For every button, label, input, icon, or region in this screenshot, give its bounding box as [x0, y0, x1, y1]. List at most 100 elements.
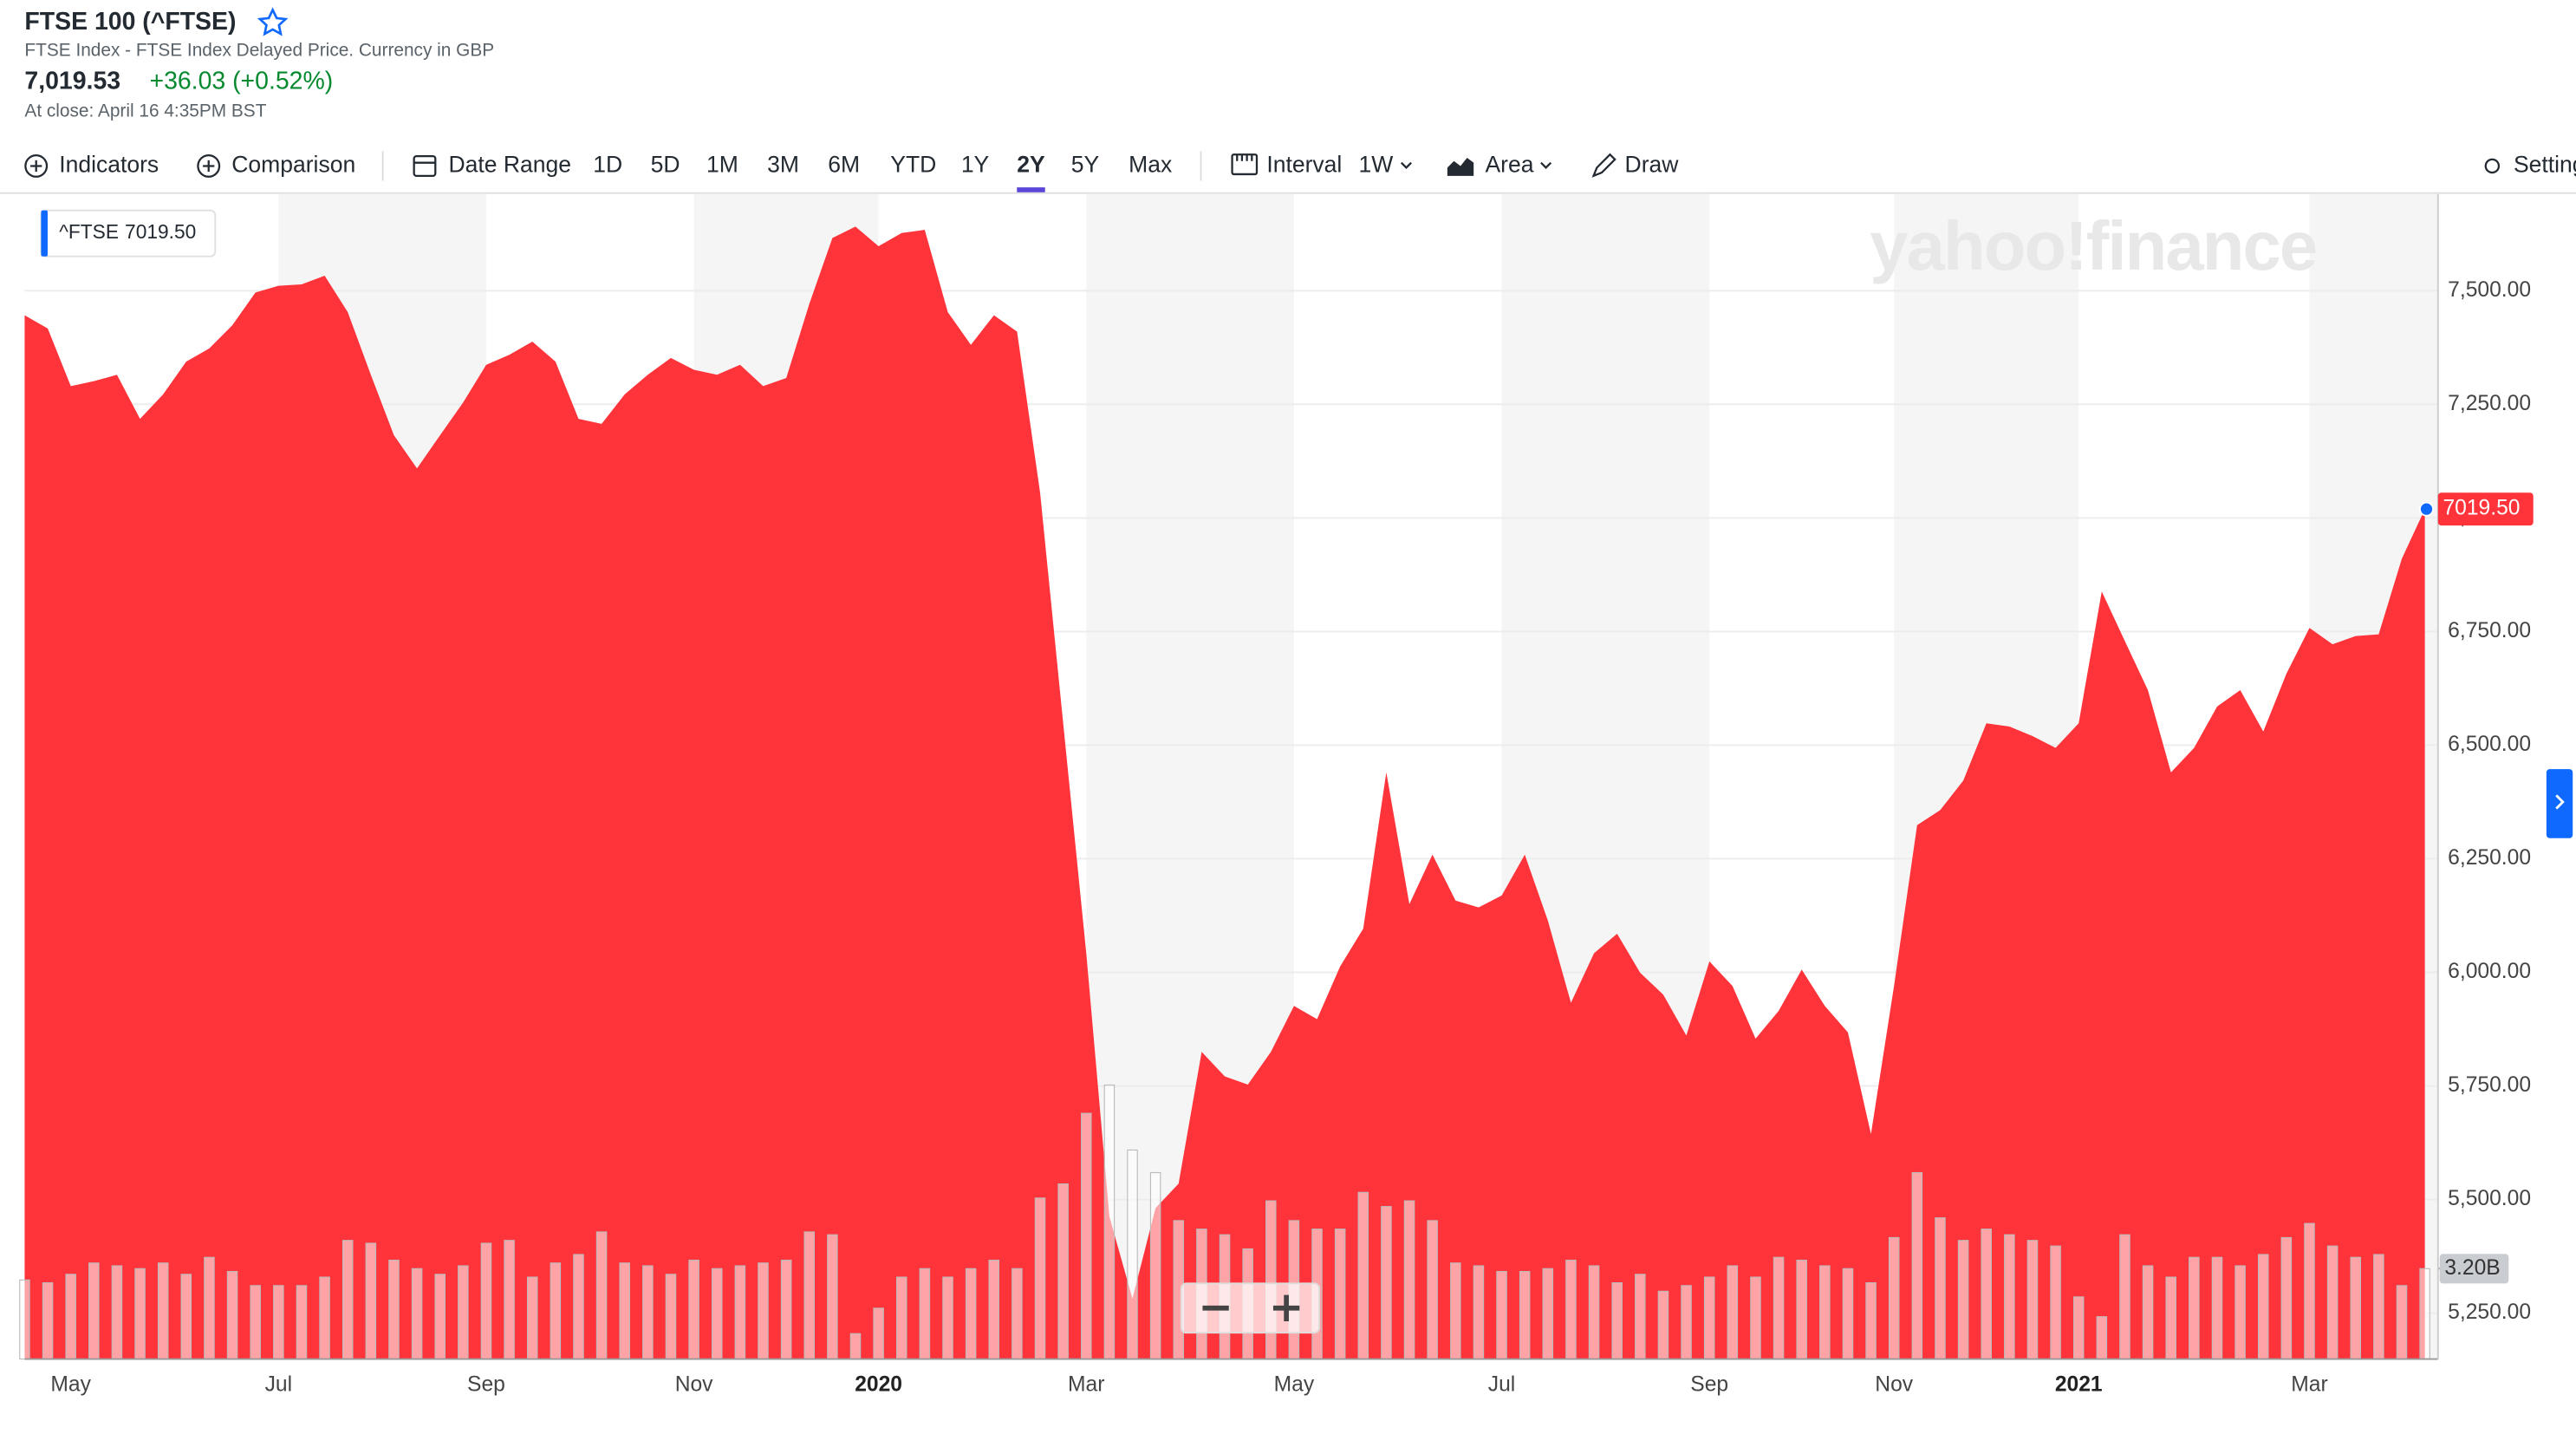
last-point: [2418, 501, 2435, 517]
volume-bar: [2326, 1245, 2339, 1360]
range-button[interactable]: 5Y: [1071, 151, 1100, 177]
x-tick-label: Mar: [1068, 1372, 1104, 1396]
volume-bar: [1750, 1276, 1761, 1360]
volume-bar: [2142, 1265, 2154, 1360]
interval-label[interactable]: Interval: [1266, 151, 1342, 177]
volume-bar: [758, 1262, 769, 1360]
range-button[interactable]: 5D: [651, 151, 680, 177]
volume-bar: [1635, 1274, 1646, 1360]
volume-bar: [226, 1270, 238, 1360]
volume-bar: [849, 1333, 862, 1360]
volume-bar: [550, 1262, 562, 1360]
volume-bar: [2211, 1256, 2223, 1360]
volume-bar: [1911, 1171, 1923, 1360]
volume-bar: [42, 1282, 54, 1360]
volume-bar: [250, 1285, 261, 1360]
chart-style[interactable]: Area: [1485, 151, 1533, 177]
volume-bar: [1681, 1285, 1692, 1360]
volume-bar: [642, 1265, 654, 1360]
range-button[interactable]: 1M: [706, 151, 738, 177]
x-tick-label: Jul: [265, 1372, 292, 1396]
y-tick-label: 6,250.00: [2448, 846, 2531, 870]
zoom-icons: [1202, 1294, 1300, 1321]
volume-bar: [1842, 1268, 1854, 1360]
y-tick-label: 5,250.00: [2448, 1300, 2531, 1324]
interval-value[interactable]: 1W: [1359, 151, 1394, 177]
watermark: yahoo!finance: [1870, 207, 2316, 284]
volume-bar: [1981, 1229, 1992, 1360]
volume-bar: [1057, 1183, 1069, 1360]
volume-bar: [1796, 1259, 1807, 1360]
draw-button[interactable]: Draw: [1625, 151, 1680, 177]
legend-value: 7019.50: [125, 220, 196, 243]
watchlist-star[interactable]: [257, 7, 289, 36]
volume-bar: [2304, 1222, 2315, 1360]
range-button[interactable]: 2Y: [1017, 151, 1045, 177]
price-tag-label: 7019.50: [2443, 497, 2520, 520]
x-tick-label: Sep: [1690, 1372, 1728, 1396]
y-tick-label: 7,250.00: [2448, 392, 2531, 415]
volume-bar: [480, 1242, 492, 1360]
volume-bar: [919, 1268, 931, 1360]
quote-price: 7,019.53: [24, 67, 120, 95]
x-tick-label: Nov: [1875, 1372, 1913, 1396]
volume-bar: [2189, 1256, 2200, 1360]
volume-bar: [619, 1262, 630, 1360]
range-button[interactable]: YTD: [890, 151, 936, 177]
volume-bar: [1127, 1149, 1138, 1360]
volume-bar: [1703, 1276, 1715, 1360]
volume-bar: [319, 1276, 330, 1360]
volume-bar: [1103, 1084, 1116, 1360]
volume-bar: [942, 1276, 953, 1360]
range-selected-underline: [1017, 187, 1045, 192]
volume-bar: [2050, 1245, 2061, 1360]
toolbar-button[interactable]: Date Range: [448, 151, 571, 177]
volume-bar: [2419, 1268, 2430, 1360]
volume-bar: [688, 1259, 699, 1360]
price-tag: [2437, 492, 2534, 526]
toolbar-button[interactable]: Comparison: [231, 151, 355, 177]
toolbar-button[interactable]: Indicators: [59, 151, 159, 177]
volume-bar: [2119, 1234, 2130, 1360]
settings-button[interactable]: Settings: [2514, 151, 2576, 177]
volume-bar: [1081, 1112, 1092, 1360]
volume-bar: [895, 1276, 907, 1360]
volume-bar: [526, 1276, 538, 1360]
volume-bar: [965, 1268, 977, 1360]
quote-title: FTSE 100 (^FTSE): [24, 8, 236, 36]
volume-bar: [365, 1242, 377, 1360]
range-button[interactable]: 1Y: [961, 151, 990, 177]
range-button[interactable]: 6M: [828, 151, 860, 177]
x-tick-label: 2021: [2055, 1372, 2103, 1396]
y-tick-label: 7,500.00: [2448, 278, 2531, 302]
volume-bar: [2373, 1254, 2384, 1360]
area-icon: [1447, 157, 1474, 176]
volume-bar: [342, 1240, 354, 1360]
volume-bar: [157, 1262, 169, 1360]
volume-bar: [1542, 1268, 1554, 1360]
range-button[interactable]: 3M: [767, 151, 799, 177]
range-button[interactable]: Max: [1129, 151, 1172, 177]
x-tick-label: May: [50, 1372, 91, 1396]
volume-bar: [180, 1274, 192, 1360]
volume-bar: [2004, 1234, 2015, 1360]
volume-bar: [1149, 1171, 1161, 1360]
volume-bar: [1888, 1236, 1900, 1360]
y2-tick-label: 3.20B: [2444, 1256, 2500, 1280]
y2-tick-bg: [2439, 1254, 2509, 1284]
quote-change: +36.03 (+0.52%): [149, 67, 333, 95]
volume-bar: [1565, 1259, 1577, 1360]
range-button[interactable]: 1D: [593, 151, 622, 177]
toolbar-icons: [24, 153, 2501, 178]
y-tick-label: 6,750.00: [2448, 619, 2531, 642]
legend-name: ^FTSE: [59, 220, 119, 243]
volume-bar: [873, 1307, 884, 1360]
volume-bar: [1657, 1290, 1669, 1360]
volume-bar: [1496, 1270, 1507, 1360]
volume-bar: [803, 1231, 815, 1360]
volume-bar: [2026, 1240, 2039, 1360]
volume-bar: [2257, 1254, 2269, 1360]
volume-bar: [388, 1259, 400, 1360]
volume-bar: [1012, 1268, 1023, 1360]
